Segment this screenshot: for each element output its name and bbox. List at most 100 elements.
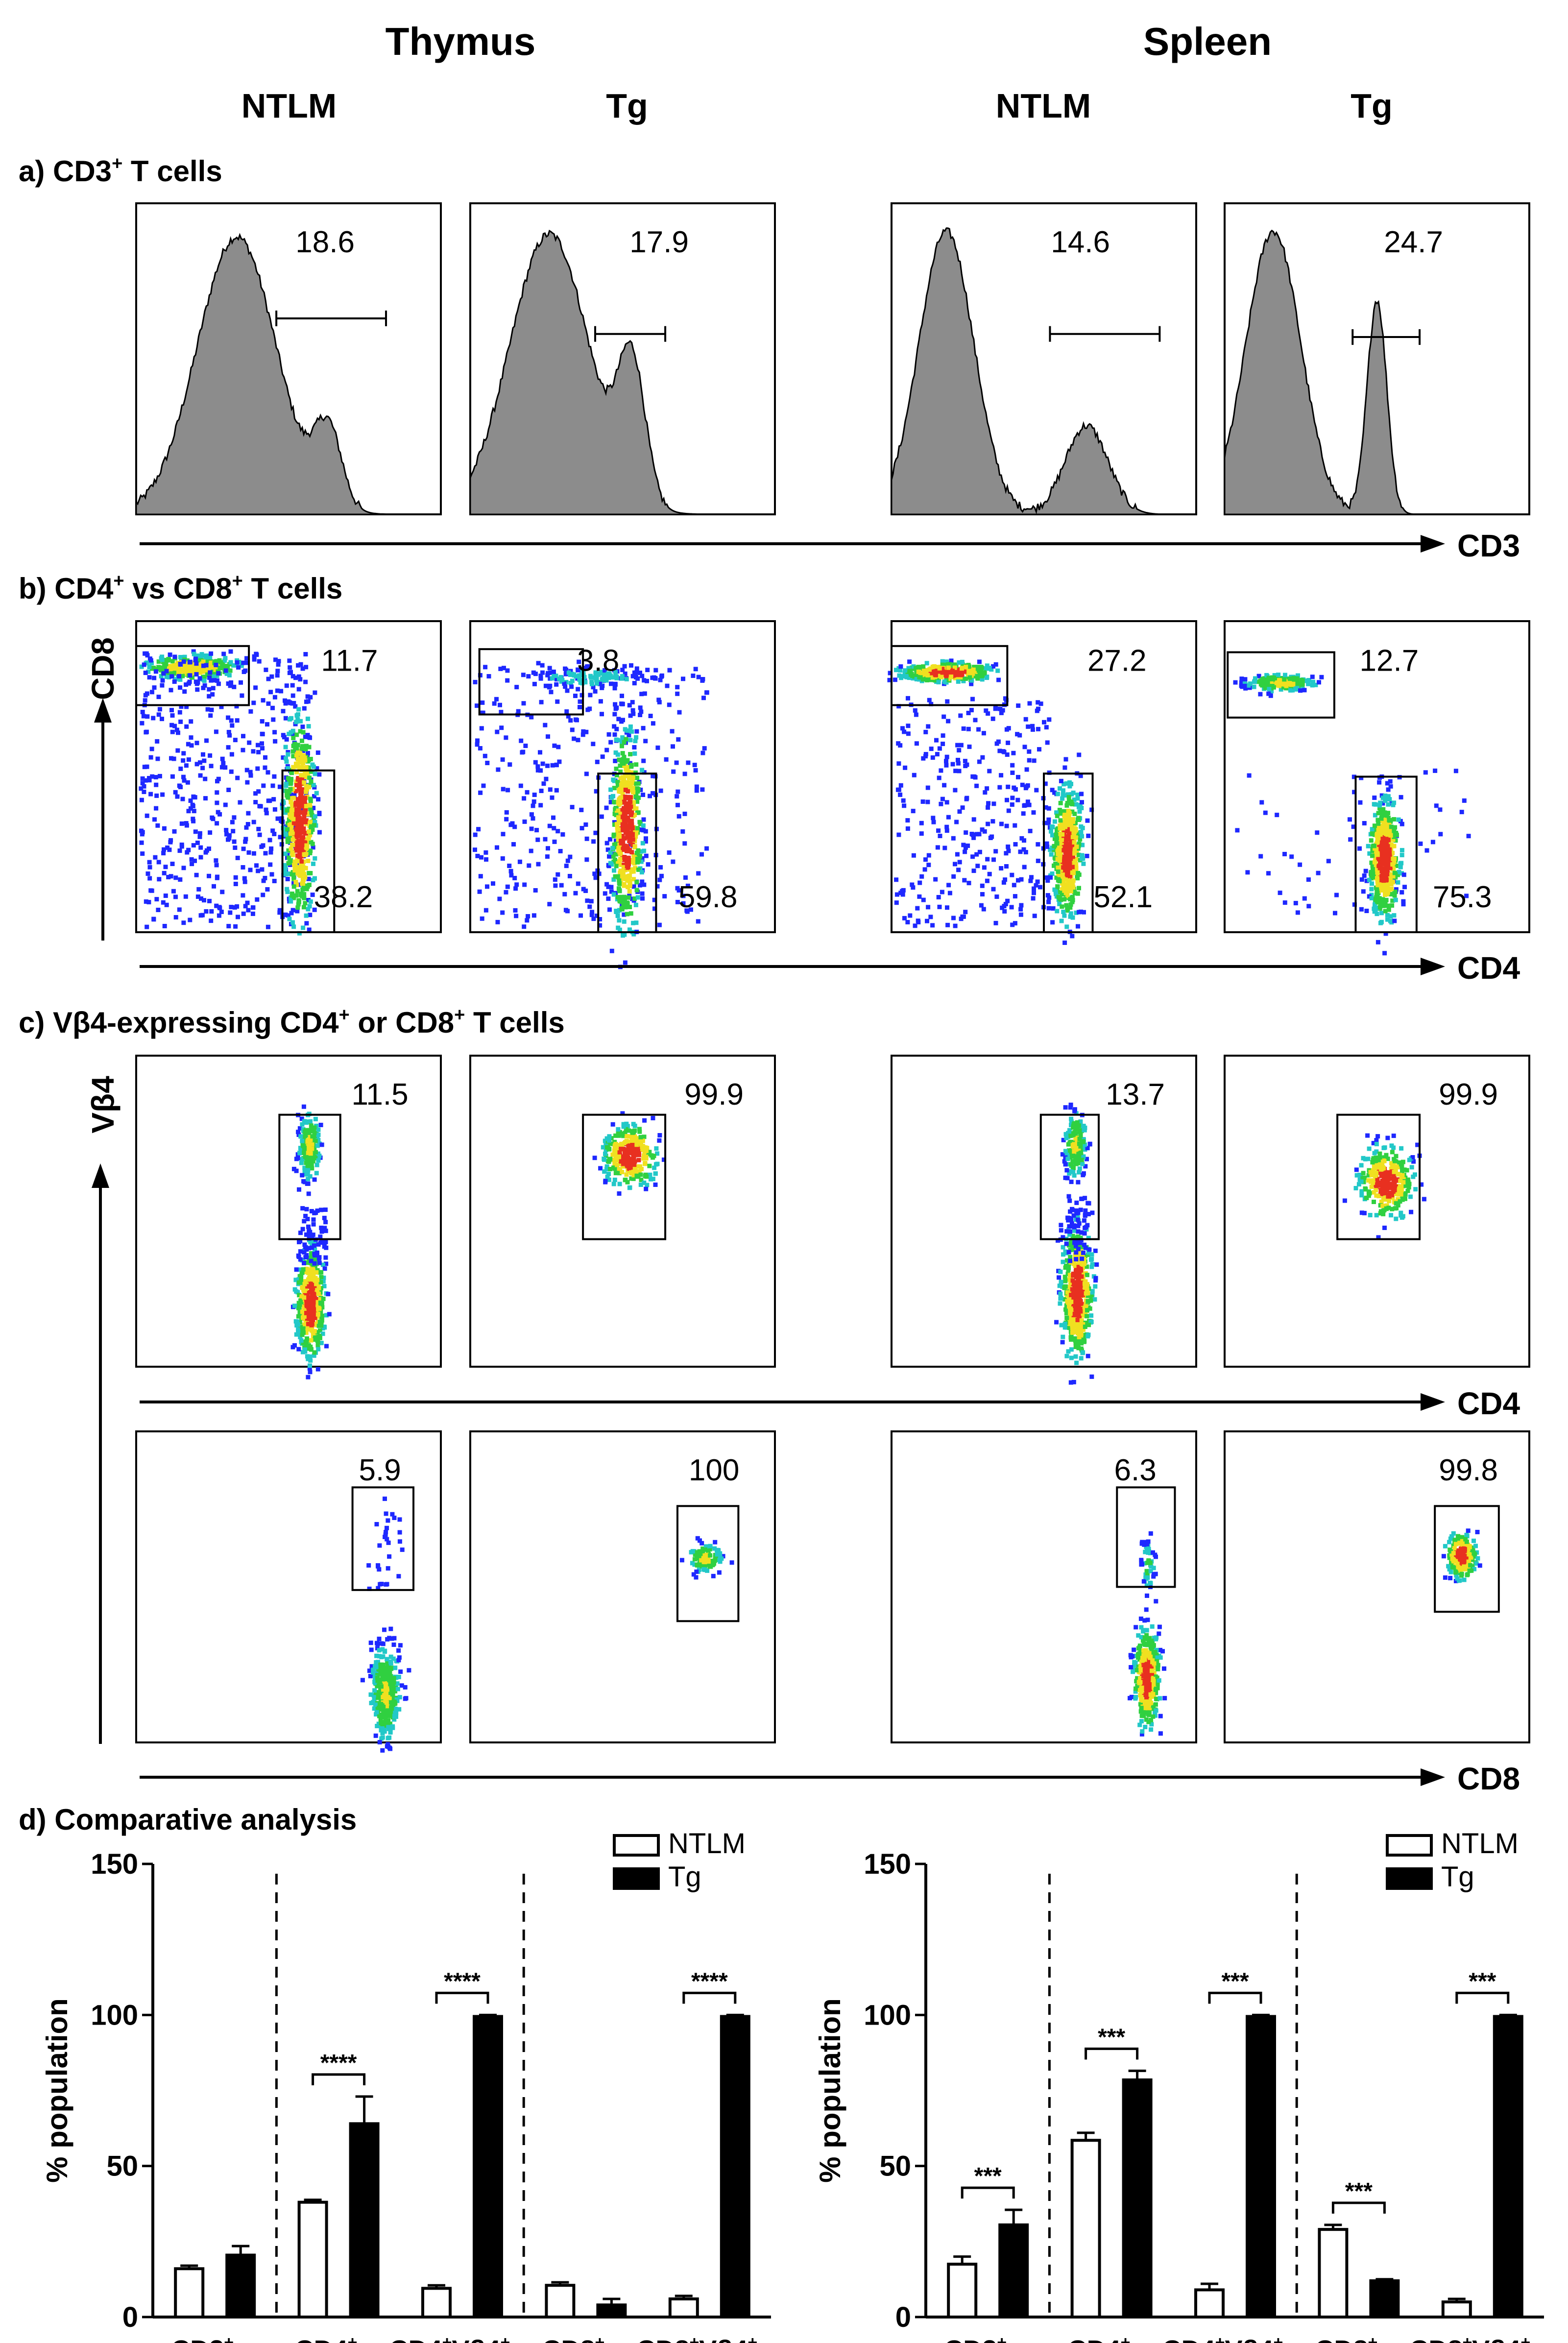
event-dot: [208, 670, 213, 675]
event-dot: [204, 658, 209, 663]
event-dot: [242, 879, 247, 884]
event-dot: [315, 1251, 319, 1256]
event-dot: [896, 741, 901, 746]
event-dot: [526, 914, 531, 918]
event-dot: [302, 1219, 307, 1224]
event-dot: [903, 765, 908, 770]
event-dot: [926, 724, 931, 729]
event-dot: [1065, 853, 1070, 858]
event-dot: [292, 793, 297, 798]
event-dot: [1401, 872, 1406, 877]
event-dot: [1285, 679, 1290, 684]
event-dot: [1054, 875, 1059, 880]
event-dot: [495, 729, 500, 734]
event-dot: [536, 862, 541, 867]
event-dot: [1072, 890, 1077, 894]
event-dot: [960, 805, 965, 810]
event-dot: [1072, 797, 1077, 802]
histogram-thymus-ntlm: 18.6: [135, 202, 442, 515]
event-dot: [299, 817, 304, 822]
event-dot: [184, 682, 189, 687]
event-dot: [296, 844, 301, 849]
event-dot: [193, 829, 198, 834]
event-dot: [617, 811, 622, 816]
event-dot: [248, 868, 253, 872]
event-dot: [634, 781, 639, 786]
event-dot: [160, 683, 165, 688]
event-dot: [289, 815, 293, 820]
event-dot: [1015, 732, 1020, 737]
event-dot: [297, 1302, 302, 1307]
event-dot: [1080, 834, 1085, 839]
event-dot: [297, 1293, 302, 1298]
event-dot: [314, 1162, 319, 1167]
event-dot: [186, 757, 191, 762]
event-dot: [201, 752, 205, 757]
event-dot: [310, 1281, 315, 1286]
event-dot: [1019, 877, 1024, 882]
event-dot: [175, 794, 180, 799]
event-dot: [604, 841, 609, 845]
event-dot: [308, 833, 313, 838]
event-dot: [302, 1146, 307, 1151]
event-dot: [1373, 902, 1377, 907]
event-dot: [587, 904, 592, 909]
event-dot: [1064, 846, 1069, 851]
event-dot: [508, 822, 513, 827]
event-dot: [898, 783, 903, 788]
event-dot: [961, 843, 966, 847]
event-dot: [620, 775, 625, 780]
event-dot: [511, 842, 516, 846]
event-dot: [1387, 818, 1392, 823]
event-dot: [905, 826, 910, 831]
event-dot: [525, 790, 530, 795]
event-dot: [289, 824, 294, 829]
event-dot: [316, 1158, 321, 1163]
event-dot: [1359, 877, 1364, 882]
event-dot: [576, 687, 580, 692]
event-dot: [1049, 829, 1053, 834]
event-dot: [314, 1150, 318, 1155]
event-dot: [902, 916, 907, 920]
event-dot: [311, 1239, 315, 1244]
event-dot: [299, 746, 304, 751]
event-dot: [504, 810, 509, 815]
event-dot: [522, 882, 527, 887]
event-dot: [1068, 830, 1073, 835]
event-dot: [956, 868, 961, 872]
event-dot: [502, 666, 506, 671]
event-dot: [494, 697, 499, 701]
event-dot: [153, 669, 158, 674]
event-dot: [281, 800, 286, 805]
event-dot: [906, 724, 911, 728]
event-dot: [1372, 844, 1376, 848]
event-dot: [611, 794, 616, 798]
event-dot: [1006, 808, 1011, 813]
event-dot: [306, 1191, 311, 1196]
event-dot: [662, 894, 667, 899]
event-dot: [543, 723, 548, 727]
event-dot: [639, 849, 644, 854]
event-dot: [1399, 853, 1404, 857]
event-dot: [184, 763, 189, 768]
event-dot: [313, 856, 317, 861]
event-dot: [619, 701, 624, 706]
event-dot: [1391, 874, 1396, 879]
event-dot: [1060, 832, 1065, 837]
event-dot: [554, 788, 559, 793]
event-dot: [198, 760, 202, 765]
event-dot: [608, 787, 613, 792]
event-dot: [548, 787, 553, 792]
histogram-curve: [1224, 229, 1529, 515]
event-dot: [612, 799, 617, 804]
event-dot: [522, 924, 527, 929]
event-dot: [315, 1343, 320, 1348]
event-dot: [1288, 688, 1293, 693]
event-dot: [297, 833, 302, 838]
event-dot: [921, 664, 926, 669]
event-dot: [921, 668, 926, 673]
event-dot: [294, 814, 299, 819]
event-dot: [148, 888, 153, 893]
event-dot: [626, 795, 630, 799]
event-dot: [301, 1286, 306, 1290]
